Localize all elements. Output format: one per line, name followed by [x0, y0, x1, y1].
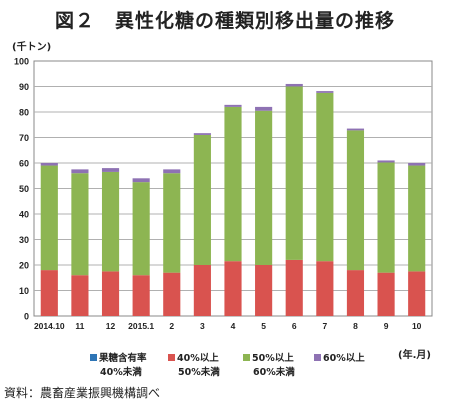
- y-tick-label: 0: [24, 312, 29, 322]
- y-tick-label: 100: [14, 57, 29, 67]
- x-tick-label: 10: [412, 321, 422, 331]
- bar-segment-s2-1: [71, 173, 89, 276]
- legend-label-40-50-line2: 50%未満: [178, 367, 220, 378]
- x-axis-unit: (年.月): [398, 350, 431, 361]
- legend-item-40-50: 40%以上 50%未満: [168, 352, 220, 380]
- bar-segment-s1-12: [408, 271, 426, 316]
- x-tick-label: 6: [292, 321, 297, 331]
- bar-segment-s2-5: [193, 134, 211, 265]
- bar-segment-s3-8: [285, 83, 303, 87]
- x-tick-label: 4: [231, 321, 236, 331]
- legend-label-50-60-line2: 60%未満: [253, 367, 295, 378]
- bar-segment-s2-8: [285, 86, 303, 260]
- y-tick-label: 90: [19, 82, 29, 92]
- bar-segment-s1-9: [316, 261, 334, 316]
- bar-segment-s1-6: [224, 261, 242, 316]
- chart-title: 図２ 異性化糖の種類別移出量の推移: [54, 10, 395, 32]
- bar-segment-s2-12: [408, 165, 426, 272]
- bar-segment-s1-8: [285, 259, 303, 316]
- bar-segment-s2-0: [40, 165, 58, 271]
- bar-segment-s3-6: [224, 104, 242, 107]
- bar-segment-s2-9: [316, 92, 334, 262]
- bar-segment-s2-11: [377, 162, 395, 273]
- bar-segment-s1-5: [193, 265, 211, 316]
- bar-segment-s3-9: [316, 91, 334, 93]
- bar-segment-s1-4: [163, 272, 181, 316]
- x-tick-label: 2015.1: [128, 321, 154, 331]
- bar-segment-s2-3: [132, 182, 150, 276]
- legend-label-40-50-line1: 40%以上: [177, 353, 219, 364]
- legend-label-50-60-line1: 50%以上: [252, 353, 294, 364]
- bar-segment-s1-11: [377, 272, 395, 316]
- x-tick-label: 11: [75, 321, 84, 331]
- bar-segment-s3-4: [163, 169, 181, 174]
- bar-segment-s1-1: [71, 275, 89, 316]
- x-tick-label: 2: [169, 321, 174, 331]
- source-note: 資料：農畜産業振興機構調べ: [4, 386, 161, 400]
- bar-segment-s3-5: [193, 133, 211, 135]
- x-tick-label: 8: [353, 321, 358, 331]
- x-tick-label: 12: [106, 321, 116, 331]
- bar-segment-s2-6: [224, 106, 242, 262]
- bar-segment-s3-0: [40, 163, 58, 166]
- bar-segment-s3-10: [346, 128, 365, 131]
- y-tick-label: 50: [19, 184, 29, 194]
- bar-segment-s2-2: [101, 171, 120, 272]
- bar-segment-s3-12: [408, 163, 426, 166]
- bar-segment-s3-2: [101, 168, 120, 172]
- bar-segment-s1-0: [40, 270, 58, 316]
- bar-segment-s3-7: [255, 106, 273, 111]
- bar-segment-s2-10: [346, 130, 365, 271]
- legend-item-gte60: 60%以上: [314, 352, 365, 366]
- y-tick-label: 80: [19, 108, 29, 118]
- x-tick-label: 9: [384, 321, 389, 331]
- y-tick-label: 10: [19, 286, 29, 296]
- y-tick-label: 20: [19, 261, 29, 271]
- y-tick-label: 70: [19, 133, 29, 143]
- legend-swatch-40-50: [168, 354, 175, 361]
- legend-swatch-gte60: [314, 354, 321, 361]
- legend-label-lt40-line2: 40%未満: [100, 367, 142, 378]
- y-axis-unit: (千トン): [12, 42, 52, 53]
- y-tick-label: 60: [19, 159, 29, 169]
- x-tick-label: 2014.10: [34, 321, 65, 331]
- bar-segment-s3-3: [132, 178, 150, 183]
- x-tick-label: 3: [200, 321, 205, 331]
- y-tick-label: 40: [19, 210, 29, 220]
- bar-segment-s1-2: [101, 271, 120, 316]
- bar-segment-s2-7: [255, 110, 273, 265]
- y-tick-label: 30: [19, 235, 29, 245]
- legend-swatch-50-60: [243, 354, 250, 361]
- x-tick-label: 5: [261, 321, 266, 331]
- bar-segment-s2-4: [163, 173, 181, 273]
- legend-swatch-lt40: [90, 354, 97, 361]
- bar-segment-s1-3: [132, 275, 150, 316]
- legend-item-50-60: 50%以上 60%未満: [243, 352, 295, 380]
- legend-label-gte60-line1: 60%以上: [323, 353, 365, 364]
- x-tick-label: 7: [322, 321, 327, 331]
- bar-segment-s3-1: [71, 169, 89, 174]
- legend-label-lt40-line1: 果糖含有率: [99, 353, 147, 364]
- bar-segment-s3-11: [377, 160, 395, 163]
- legend-item-lt40: 果糖含有率 40%未満: [90, 352, 147, 380]
- bar-segment-s1-10: [346, 270, 365, 316]
- bar-segment-s1-7: [255, 265, 273, 316]
